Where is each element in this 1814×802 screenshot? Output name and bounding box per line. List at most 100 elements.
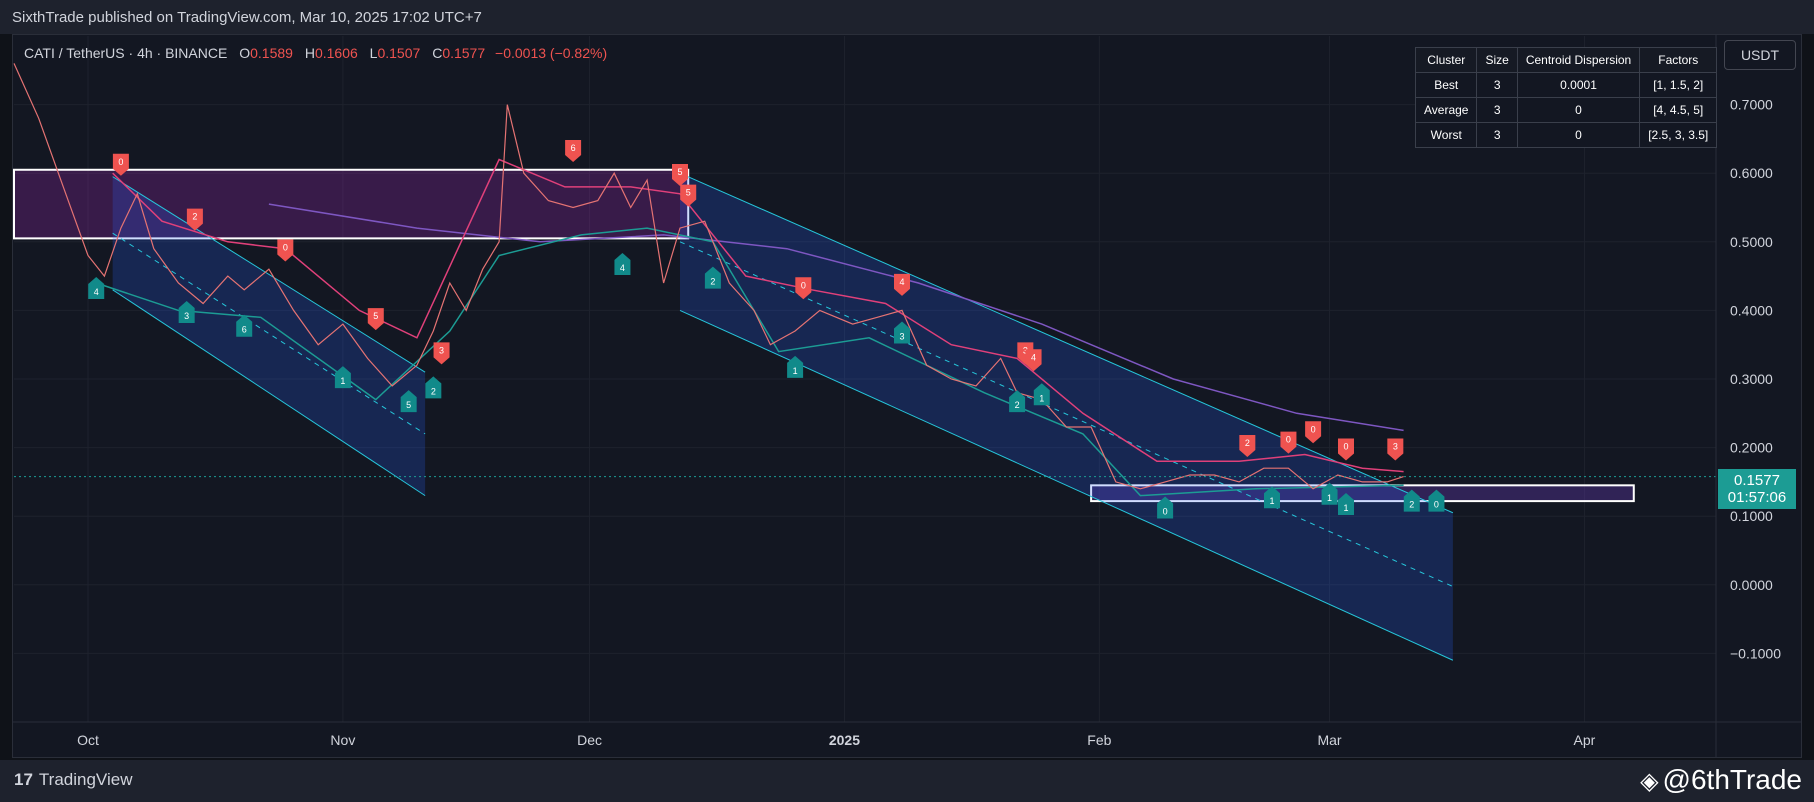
sell-label: 4: [1025, 349, 1042, 372]
sell-label: 5: [672, 164, 688, 187]
label-shape: [277, 239, 294, 262]
buy-label: 5: [400, 390, 417, 413]
axes: 0.7000 0.6000 0.5000 0.4000 0.3000 0.2000 0.10…: [12, 34, 1802, 758]
sell-label: 6: [565, 140, 582, 163]
sell-label: 3: [1387, 438, 1404, 461]
label-shape: [178, 300, 195, 323]
publish-bar: SixthTrade published on TradingView.com,…: [0, 0, 1814, 34]
cell: 0.0001: [1516, 72, 1641, 98]
col-factors: Factors: [1639, 47, 1718, 73]
table-row: Average 3 0 [4, 4.5, 5]: [1414, 97, 1718, 123]
label-shape: [1305, 421, 1322, 444]
label-shape: [614, 252, 631, 275]
channel-fill: [680, 173, 1453, 661]
channel-upper: [112, 176, 426, 373]
buy-label: 1: [1321, 482, 1338, 505]
legend-high: 0.1606: [315, 45, 358, 61]
buy-label: 1: [787, 355, 804, 378]
sell-label: 0: [277, 239, 294, 262]
label-text: 2: [431, 386, 436, 396]
sell-label: 2: [186, 208, 203, 231]
label-shape: [894, 321, 910, 344]
label-text: 0: [1286, 435, 1291, 445]
buy-label: 3: [178, 300, 195, 323]
label-shape: [1403, 489, 1420, 512]
label-shape: [425, 376, 442, 399]
label-text: 0: [1163, 506, 1168, 516]
label-shape: [367, 308, 384, 331]
label-text: 3: [1023, 345, 1028, 355]
label-shape: [1264, 486, 1280, 509]
legend-open: 0.1589: [250, 45, 293, 61]
sell-label: 5: [680, 184, 697, 207]
cell: [2.5, 3, 3.5]: [1639, 122, 1718, 148]
y-tick-label: 0.5000: [1730, 234, 1773, 250]
label-text: 2: [1245, 438, 1250, 448]
series: [13, 63, 1716, 497]
label-text: 1: [1269, 496, 1274, 506]
last-price: 0.1577: [1734, 472, 1780, 489]
label-text: 1: [1327, 493, 1332, 503]
label-text: 2: [710, 277, 715, 287]
label-shape: [672, 164, 688, 187]
label-text: 1: [1343, 503, 1348, 513]
legend-symbol: CATI / TetherUS · 4h · BINANCE: [24, 45, 227, 61]
moving-average-line: [268, 203, 1404, 432]
buy-label: 4: [88, 276, 105, 299]
label-text: 0: [1434, 500, 1439, 510]
x-tick-label: Oct: [77, 732, 99, 748]
cell: [1, 1.5, 2]: [1639, 72, 1718, 98]
tradingview-icon: 17: [14, 770, 33, 789]
label-text: 3: [1393, 441, 1398, 451]
label-text: 1: [793, 366, 798, 376]
tradingview-logo[interactable]: 17 TradingView: [14, 770, 132, 790]
table-row: Worst 3 0 [2.5, 3, 3.5]: [1414, 122, 1718, 148]
zone-box: [13, 168, 690, 240]
zone-box: [1090, 484, 1635, 503]
cluster-table-header: Cluster Size Centroid Dispersion Factors: [1414, 47, 1718, 73]
buy-label: 2: [425, 376, 442, 399]
buy-label: 1: [334, 366, 351, 389]
footer: 17 TradingView ◈ @6thTrade: [0, 760, 1814, 802]
sell-label: 2: [1239, 435, 1256, 458]
label-shape: [894, 273, 910, 296]
label-shape: [1157, 496, 1174, 519]
y-tick-label: 0.6000: [1730, 165, 1773, 181]
label-text: 1: [340, 376, 345, 386]
buy-label: 6: [236, 314, 253, 337]
label-text: 4: [620, 263, 625, 273]
label-shape: [1428, 489, 1445, 512]
currency-button[interactable]: USDT: [1724, 40, 1796, 70]
channels: [112, 172, 1454, 661]
label-shape: [565, 140, 582, 163]
author-watermark: ◈ @6thTrade: [1640, 764, 1802, 796]
label-text: 5: [373, 311, 378, 321]
x-tick-label: Feb: [1087, 732, 1111, 748]
x-tick-label: Nov: [330, 732, 355, 748]
label-text: 0: [801, 280, 806, 290]
legend-high-label: H: [305, 45, 315, 61]
label-shape: [186, 208, 203, 231]
label-text: 2: [1015, 400, 1020, 410]
zones: [13, 168, 1635, 503]
label-shape: [1280, 431, 1297, 454]
table-row: Best 3 0.0001 [1, 1.5, 2]: [1414, 72, 1718, 98]
label-text: 0: [118, 157, 123, 167]
label-shape: [704, 266, 721, 289]
label-text: 6: [571, 143, 576, 153]
label-shape: [1338, 438, 1354, 461]
bar-countdown: 01:57:06: [1727, 489, 1787, 506]
label-shape: [236, 314, 253, 337]
label-shape: [1009, 390, 1026, 413]
sell-label: 4: [894, 273, 910, 296]
cluster-table: Cluster Size Centroid Dispersion Factors…: [1414, 47, 1718, 148]
chart-frame: [12, 34, 1802, 758]
label-text: 3: [439, 345, 444, 355]
channel-fill: [112, 176, 426, 496]
buy-label: 2: [1403, 489, 1420, 512]
sell-label: 3: [433, 342, 450, 365]
author-handle: @6thTrade: [1662, 764, 1802, 795]
sell-label: 0: [112, 153, 129, 176]
